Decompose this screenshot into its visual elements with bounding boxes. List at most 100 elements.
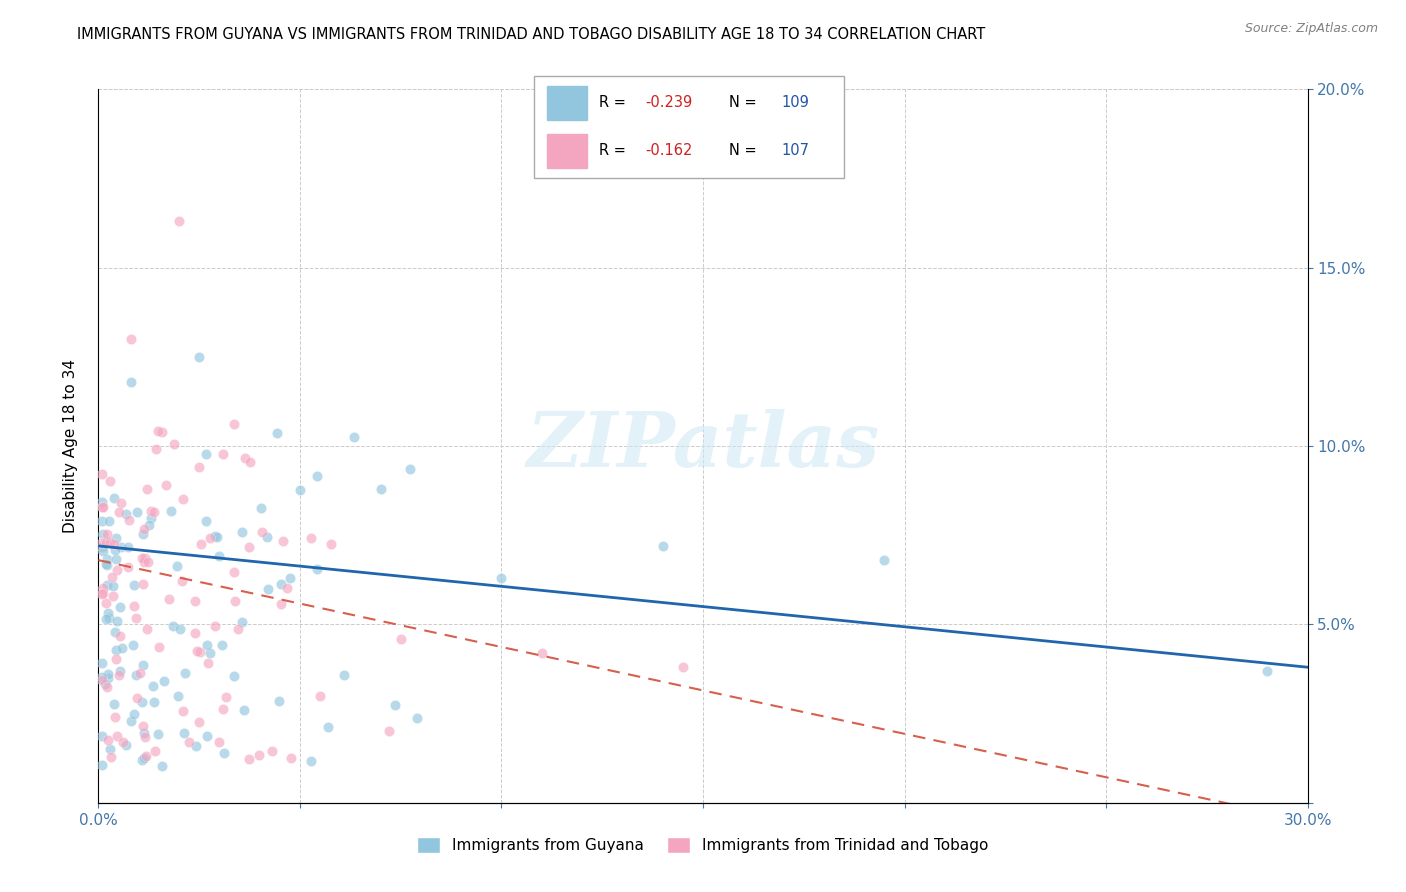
Point [257,582,280,597]
Point [309,689,332,703]
Point [110,599,132,614]
Point [267,693,290,707]
Point [399,462,422,476]
Point [124,610,146,624]
Point [91,657,114,671]
Point [108,664,131,678]
Point [222,669,245,683]
Point [108,505,131,519]
Point [172,491,194,506]
Point [91,758,114,772]
Point [96,552,118,566]
Point [231,524,253,539]
Point [118,513,141,527]
Point [288,483,311,497]
Point [96,680,118,694]
Point [136,555,159,569]
Point [321,537,343,551]
Point [377,724,399,739]
Point [280,750,302,764]
Point [276,581,298,595]
Point [91,526,114,541]
Point [233,450,256,465]
Text: 107: 107 [782,144,810,158]
Point [136,622,159,636]
Point [125,690,148,705]
Point [342,430,364,444]
Point [162,619,184,633]
Point [195,514,218,528]
Point [110,540,132,554]
Point [405,711,427,725]
Point [115,738,138,752]
Point [194,447,217,461]
Point [307,562,329,576]
Point [239,454,262,468]
Point [125,668,148,682]
Point [233,703,256,717]
Point [159,504,181,518]
Point [93,544,115,558]
Point [172,574,194,589]
Point [204,619,226,633]
Point [132,751,155,765]
Point [188,459,211,474]
Point [370,482,392,496]
Point [131,551,153,566]
Text: -0.162: -0.162 [645,144,693,158]
Point [131,695,153,709]
Point [122,706,145,721]
Point [198,646,221,660]
Point [173,665,195,680]
Point [167,689,190,703]
Point [153,673,176,688]
Point [271,533,294,548]
Text: Source: ZipAtlas.com: Source: ZipAtlas.com [1244,22,1378,36]
Point [105,729,128,743]
Point [94,612,117,626]
Point [101,579,124,593]
Point [197,657,219,671]
Text: N =: N = [730,95,756,110]
Point [142,679,165,693]
Text: N =: N = [730,144,756,158]
Point [131,527,153,541]
Point [212,746,235,760]
Point [132,577,155,591]
Point [172,705,194,719]
Point [135,748,157,763]
Point [132,522,155,536]
Point [91,514,114,528]
Point [491,571,513,585]
Point [100,750,122,764]
Point [148,640,170,654]
Point [208,549,231,564]
Point [299,754,322,768]
Point [96,527,118,541]
Point [124,578,146,592]
Point [91,494,114,508]
Point [142,505,165,519]
Point [97,732,120,747]
Point [873,553,896,567]
Legend: Immigrants from Guyana, Immigrants from Trinidad and Tobago: Immigrants from Guyana, Immigrants from … [411,831,995,859]
Point [97,671,120,685]
Point [103,536,125,550]
Point [250,501,273,516]
Point [103,697,125,711]
Text: IMMIGRANTS FROM GUYANA VS IMMIGRANTS FROM TRINIDAD AND TOBAGO DISABILITY AGE 18 : IMMIGRANTS FROM GUYANA VS IMMIGRANTS FRO… [77,27,986,42]
Point [260,744,283,758]
Point [96,534,118,549]
Point [212,447,235,461]
Text: R =: R = [599,144,626,158]
Point [278,571,301,585]
Point [98,515,121,529]
Point [120,375,142,389]
Point [91,582,114,596]
Point [91,500,114,514]
Y-axis label: Disability Age 18 to 34: Disability Age 18 to 34 [63,359,77,533]
Point [91,536,114,550]
Text: ZIPatlas: ZIPatlas [526,409,880,483]
Point [166,559,188,574]
Point [188,715,211,730]
